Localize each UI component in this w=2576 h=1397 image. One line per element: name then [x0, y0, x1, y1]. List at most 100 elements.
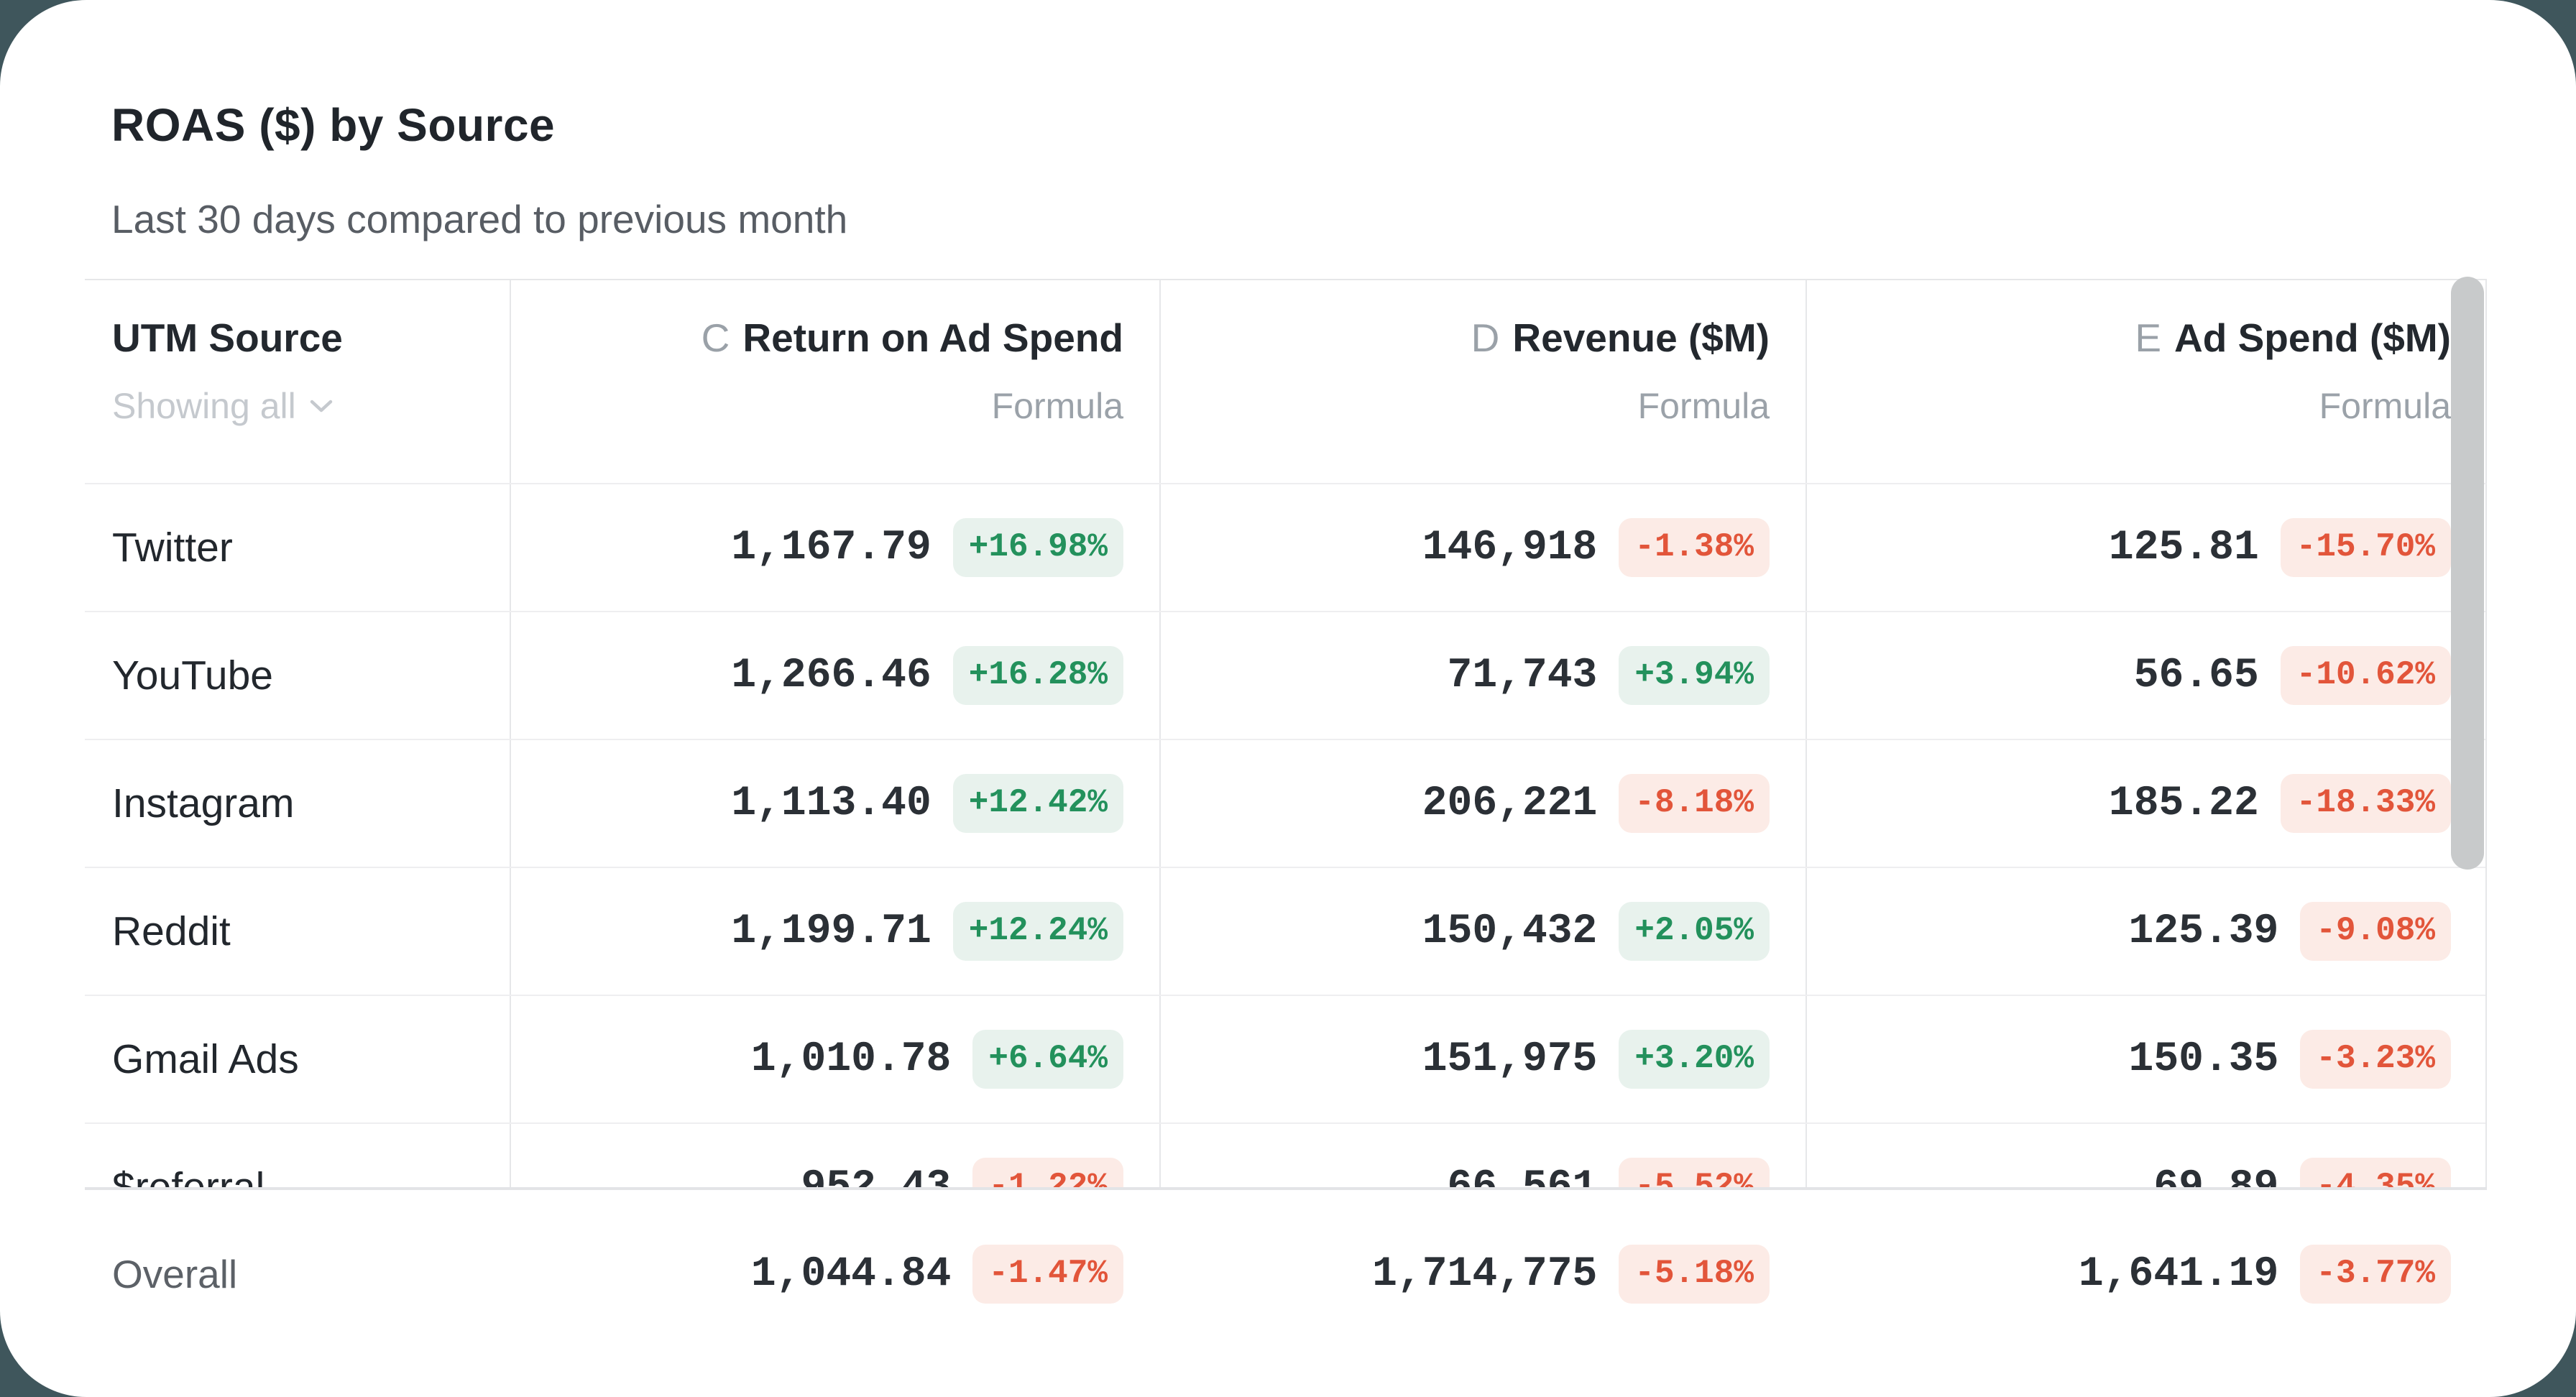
source-filter-dropdown[interactable]: Showing all: [112, 385, 334, 427]
row-source-label: $referral: [112, 1164, 265, 1187]
utm-source-header-label: UTM Source: [112, 315, 343, 360]
cell-value: 952.43: [801, 1163, 952, 1188]
cell-value: 150,432: [1422, 908, 1598, 955]
table-cell: 56.65 -10.62%: [1806, 612, 2485, 739]
row-source-label: Gmail Ads: [112, 1036, 299, 1082]
table-cell: 1,199.71 +12.24%: [510, 868, 1159, 995]
delta-badge: -9.08%: [2300, 902, 2451, 961]
delta-badge: +16.98%: [952, 518, 1123, 577]
table-header-row: UTM Source Showing all C Return on Ad Spe…: [85, 279, 2487, 484]
table-cell: 146,918 -1.38%: [1159, 484, 1806, 611]
delta-badge: -4.35%: [2300, 1158, 2451, 1187]
delta-badge: -18.33%: [2280, 774, 2451, 833]
table-row: $referral 952.43 -1.22% 66,561 -5.52% 69…: [85, 1124, 2485, 1187]
table-cell: 1,113.40 +12.42%: [510, 740, 1159, 867]
table-cell: 71,743 +3.94%: [1159, 612, 1806, 739]
table-cell: 1,010.78 +6.64%: [510, 996, 1159, 1122]
cell-value: 71,743: [1447, 652, 1598, 699]
delta-badge: -1.38%: [1619, 518, 1770, 577]
footer-source-label: Overall: [112, 1252, 238, 1296]
page-subtitle: Last 30 days compared to previous month: [111, 196, 848, 241]
table-row: Instagram 1,113.40 +12.42% 206,221 -8.18…: [85, 740, 2485, 868]
delta-badge: +3.94%: [1619, 646, 1770, 705]
table-footer-row: Overall 1,044.84 -1.47% 1,714,775 -5.18%…: [85, 1187, 2487, 1358]
cell-value: 206,221: [1422, 780, 1598, 827]
column-header-return-on-ad-spend: C Return on Ad Spend Formula: [510, 280, 1159, 483]
cell-value: 125.39: [2128, 908, 2279, 955]
column-header-revenue: D Revenue ($M) Formula: [1159, 280, 1806, 483]
table-cell: 1,714,775 -5.18%: [1159, 1190, 1806, 1358]
table-cell: 151,975 +3.20%: [1159, 996, 1806, 1122]
cell-value: 69.89: [2153, 1163, 2279, 1188]
row-source-label: YouTube: [112, 653, 273, 698]
table-row: Gmail Ads 1,010.78 +6.64% 151,975 +3.20%…: [85, 996, 2485, 1124]
table-row: YouTube 1,266.46 +16.28% 71,743 +3.94% 5…: [85, 612, 2485, 740]
table-cell: 1,266.46 +16.28%: [510, 612, 1159, 739]
column-header-label: E Ad Spend ($M): [2135, 315, 2451, 360]
delta-badge: -3.23%: [2300, 1030, 2451, 1089]
delta-badge: +12.42%: [952, 774, 1123, 833]
delta-badge: +16.28%: [952, 646, 1123, 705]
delta-badge: -5.18%: [1619, 1245, 1770, 1304]
table-cell: 1,044.84 -1.47%: [510, 1190, 1159, 1358]
table-cell: 206,221 -8.18%: [1159, 740, 1806, 867]
table-cell: 125.81 -15.70%: [1806, 484, 2485, 611]
delta-badge: -10.62%: [2280, 646, 2451, 705]
column-formula-label: Formula: [1637, 386, 1770, 426]
table-cell: 1,167.79 +16.98%: [510, 484, 1159, 611]
cell-value: 1,641.19: [2078, 1250, 2279, 1298]
column-letter: C: [701, 315, 730, 360]
column-header-label: D Revenue ($M): [1471, 315, 1770, 360]
table-cell: 150,432 +2.05%: [1159, 868, 1806, 995]
table-cell: 952.43 -1.22%: [510, 1124, 1159, 1187]
cell-value: 1,167.79: [731, 524, 932, 571]
column-letter: D: [1471, 315, 1500, 360]
scrollbar-thumb[interactable]: [2451, 277, 2484, 870]
table-row: Reddit 1,199.71 +12.24% 150,432 +2.05% 1…: [85, 868, 2485, 996]
column-formula-label: Formula: [991, 386, 1123, 426]
table-row: Twitter 1,167.79 +16.98% 146,918 -1.38% …: [85, 484, 2485, 612]
delta-badge: +3.20%: [1619, 1030, 1770, 1089]
cell-value: 1,010.78: [750, 1036, 952, 1083]
page-title: ROAS ($) by Source: [111, 99, 556, 151]
delta-badge: -1.47%: [972, 1245, 1123, 1304]
cell-value: 146,918: [1422, 524, 1598, 571]
delta-badge: +6.64%: [972, 1030, 1123, 1089]
table-cell: 66,561 -5.52%: [1159, 1124, 1806, 1187]
cell-value: 1,266.46: [731, 652, 932, 699]
delta-badge: -8.18%: [1619, 774, 1770, 833]
delta-badge: -1.22%: [972, 1158, 1123, 1187]
cell-value: 150.35: [2128, 1036, 2279, 1083]
cell-value: 1,199.71: [731, 908, 932, 955]
delta-badge: -15.70%: [2280, 518, 2451, 577]
column-header-ad-spend: E Ad Spend ($M) Formula: [1806, 280, 2487, 483]
table-body: Twitter 1,167.79 +16.98% 146,918 -1.38% …: [85, 484, 2487, 1187]
cell-value: 66,561: [1447, 1163, 1598, 1188]
cell-value: 1,714,775: [1372, 1250, 1598, 1298]
column-letter: E: [2135, 315, 2162, 360]
cell-value: 56.65: [2133, 652, 2259, 699]
column-header-utm-source: UTM Source Showing all: [85, 280, 510, 483]
table-cell: 1,641.19 -3.77%: [1806, 1190, 2487, 1358]
column-header-label: C Return on Ad Spend: [701, 315, 1123, 360]
delta-badge: +2.05%: [1619, 902, 1770, 961]
roas-table: UTM Source Showing all C Return on Ad Spe…: [85, 279, 2487, 1358]
cell-value: 185.22: [2108, 780, 2259, 827]
cell-value: 125.81: [2108, 524, 2259, 571]
column-formula-label: Formula: [2319, 386, 2451, 426]
source-filter-label: Showing all: [112, 386, 296, 426]
table-cell: 69.89 -4.35%: [1806, 1124, 2485, 1188]
cell-value: 151,975: [1422, 1036, 1598, 1083]
row-source-label: Twitter: [112, 525, 233, 571]
row-source-label: Instagram: [112, 780, 295, 826]
table-cell: 150.35 -3.23%: [1806, 996, 2485, 1122]
row-source-label: Reddit: [112, 908, 231, 954]
chevron-down-icon: [309, 398, 334, 414]
table-cell: 125.39 -9.08%: [1806, 868, 2485, 995]
cell-value: 1,044.84: [750, 1250, 952, 1298]
cell-value: 1,113.40: [731, 780, 932, 827]
delta-badge: -3.77%: [2300, 1245, 2451, 1304]
delta-badge: +12.24%: [952, 902, 1123, 961]
delta-badge: -5.52%: [1619, 1158, 1770, 1187]
